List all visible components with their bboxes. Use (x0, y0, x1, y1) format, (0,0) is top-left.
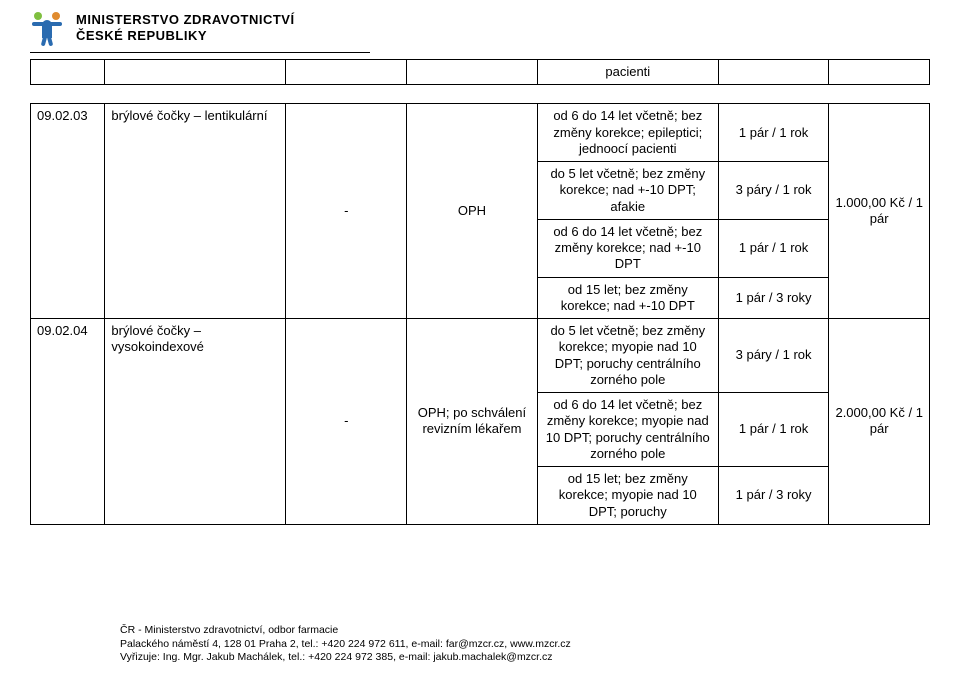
dash-cell: - (286, 319, 407, 525)
header-divider (30, 52, 370, 53)
table-gap (30, 85, 930, 99)
oph-cell: OPH; po schválení revizním lékařem (407, 319, 538, 525)
limit-cell: 1 pár / 3 roky (718, 277, 829, 319)
top-row: pacienti (31, 60, 930, 85)
footer-line-2: Palackého náměstí 4, 128 01 Praha 2, tel… (120, 638, 571, 652)
indication-cell: od 6 do 14 let včetně; bez změny korekce… (537, 104, 718, 162)
name-cell: brýlové čočky – lentikulární (105, 104, 286, 319)
footer-line-1: ČR - Ministerstvo zdravotnictví, odbor f… (120, 624, 571, 638)
ministry-title-line1: MINISTERSTVO ZDRAVOTNICTVÍ (76, 12, 295, 28)
indication-cell: od 6 do 14 let včetně; bez změny korekce… (537, 219, 718, 277)
limit-cell: 1 pár / 1 rok (718, 219, 829, 277)
page-footer: ČR - Ministerstvo zdravotnictví, odbor f… (120, 624, 571, 665)
dash-cell: - (286, 104, 407, 319)
indication-cell: do 5 let včetně; bez změny korekce; myop… (537, 319, 718, 393)
ministry-title: MINISTERSTVO ZDRAVOTNICTVÍ ČESKÉ REPUBLI… (76, 12, 295, 43)
indication-cell: od 6 do 14 let včetně; bez změny korekce… (537, 393, 718, 467)
ministry-logo-icon (30, 10, 66, 46)
limit-cell: 1 pár / 3 roky (718, 467, 829, 525)
top-empty-2 (105, 60, 286, 85)
top-empty-6 (718, 60, 829, 85)
data-table: 09.02.03 brýlové čočky – lentikulární - … (30, 103, 930, 525)
price-cell: 2.000,00 Kč / 1 pár (829, 319, 930, 525)
top-cell-pacienti: pacienti (537, 60, 718, 85)
page: MINISTERSTVO ZDRAVOTNICTVÍ ČESKÉ REPUBLI… (0, 0, 960, 677)
table-row: 09.02.03 brýlové čočky – lentikulární - … (31, 104, 930, 162)
ministry-title-line2: ČESKÉ REPUBLIKY (76, 28, 295, 44)
indication-cell: od 15 let; bez změny korekce; myopie nad… (537, 467, 718, 525)
oph-cell: OPH (407, 104, 538, 319)
footer-line-3: Vyřizuje: Ing. Mgr. Jakub Machálek, tel.… (120, 651, 571, 665)
limit-cell: 1 pár / 1 rok (718, 104, 829, 162)
top-table: pacienti (30, 59, 930, 85)
page-header: MINISTERSTVO ZDRAVOTNICTVÍ ČESKÉ REPUBLI… (30, 10, 930, 46)
limit-cell: 3 páry / 1 rok (718, 162, 829, 220)
indication-cell: od 15 let; bez změny korekce; nad +-10 D… (537, 277, 718, 319)
indication-cell: do 5 let včetně; bez změny korekce; nad … (537, 162, 718, 220)
top-empty-3 (286, 60, 407, 85)
top-empty-1 (31, 60, 105, 85)
top-empty-7 (829, 60, 930, 85)
limit-cell: 1 pár / 1 rok (718, 393, 829, 467)
code-cell: 09.02.04 (31, 319, 105, 525)
name-cell: brýlové čočky – vysokoindexové (105, 319, 286, 525)
table-row: 09.02.04 brýlové čočky – vysokoindexové … (31, 319, 930, 393)
limit-cell: 3 páry / 1 rok (718, 319, 829, 393)
top-empty-4 (407, 60, 538, 85)
code-cell: 09.02.03 (31, 104, 105, 319)
price-cell: 1.000,00 Kč / 1 pár (829, 104, 930, 319)
